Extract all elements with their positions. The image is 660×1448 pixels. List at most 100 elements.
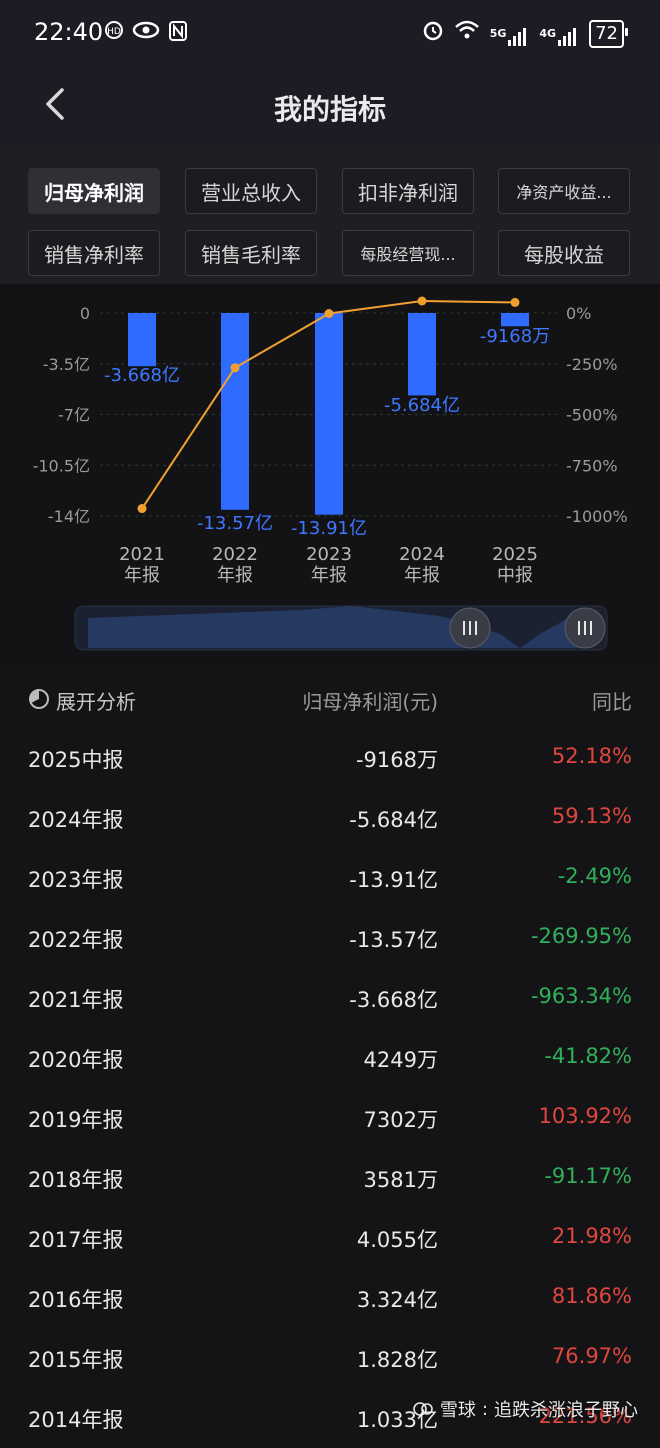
row-yoy: -2.49% [557, 864, 632, 888]
row-period: 2017年报 [28, 1228, 124, 1252]
tab-deducted-net-profit[interactable]: 扣非净利润 [342, 168, 474, 214]
tab-net-profit[interactable]: 归母净利润 [28, 168, 160, 214]
x-tick-year: 2024 [399, 544, 445, 565]
x-tick-year: 2023 [306, 544, 352, 565]
row-period: 2022年报 [28, 928, 124, 952]
pie-chart-icon[interactable] [28, 688, 50, 710]
status-left-icons: HD [104, 20, 188, 49]
table-row[interactable]: 2021年报 -3.668亿 -963.34% [0, 968, 660, 1028]
page-title: 我的指标 [273, 93, 386, 126]
net-profit-chart: 0 -3.5亿 -7亿 -10.5亿 -14亿 0% -250% -500% -750% -100… [33, 296, 628, 651]
row-yoy: -963.34% [530, 984, 632, 1008]
yoy-point [137, 504, 147, 514]
status-bar: 22:40 HD 5G 4G 72 [0, 0, 660, 64]
table-row[interactable]: 2024年报 -5.684亿 59.13% [0, 788, 660, 848]
y-right-tick-label: -250% [566, 355, 618, 374]
svg-text:HD: HD [107, 27, 121, 37]
value-column-header: 归母净利润(元) [302, 690, 438, 714]
bar-value-label: -13.57亿 [197, 513, 273, 534]
watermark-site: 雪球 [439, 1400, 476, 1421]
row-value: -13.91亿 [349, 868, 438, 892]
row-period: 2021年报 [28, 988, 124, 1012]
table-row[interactable]: 2017年报 4.055亿 21.98% [0, 1208, 660, 1268]
row-period: 2015年报 [28, 1348, 124, 1372]
row-yoy: 76.97% [551, 1344, 632, 1368]
row-yoy: 52.18% [551, 744, 632, 768]
tab-gross-margin[interactable]: 销售毛利率 [185, 230, 317, 276]
snowball-logo-icon [413, 1402, 433, 1416]
tab-total-revenue[interactable]: 营业总收入 [185, 168, 317, 214]
row-yoy: -269.95% [530, 924, 632, 948]
x-tick-type: 年报 [217, 565, 253, 586]
x-tick-year: 2025 [492, 544, 538, 565]
row-value: -9168万 [355, 748, 438, 772]
row-yoy: 59.13% [551, 804, 632, 828]
tab-net-margin[interactable]: 销售净利率 [28, 230, 160, 276]
y-left-tick-label: 0 [80, 304, 90, 323]
range-slider-overview [88, 606, 520, 648]
row-value: -3.668亿 [349, 988, 438, 1012]
watermark: 雪球 : 追跌杀涨浪子野心 [412, 1396, 638, 1422]
yoy-point [510, 297, 520, 307]
bar-value-label: -3.668亿 [104, 365, 180, 386]
analysis-header: 展开分析 归母净利润(元) 同比 [0, 674, 660, 724]
row-period: 2019年报 [28, 1108, 124, 1132]
bar-value-label: -9168万 [480, 326, 550, 347]
table-row[interactable]: 2015年报 1.828亿 76.97% [0, 1328, 660, 1388]
status-time: 22:40 [34, 18, 104, 46]
x-tick-type: 年报 [404, 565, 440, 586]
y-left-tick-label: -14亿 [48, 507, 90, 526]
row-period: 2018年报 [28, 1168, 124, 1192]
table-row[interactable]: 2023年报 -13.91亿 -2.49% [0, 848, 660, 908]
x-tick-year: 2022 [212, 544, 258, 565]
table-row[interactable]: 2019年报 7302万 103.92% [0, 1088, 660, 1148]
y-right-tick-label: -750% [566, 456, 618, 475]
battery-indicator: 72 [589, 19, 628, 48]
bar-value-label: -5.684亿 [384, 395, 460, 416]
row-yoy: -41.82% [544, 1044, 632, 1068]
x-tick-year: 2021 [119, 544, 165, 565]
alarm-icon [422, 19, 444, 48]
range-handle-left[interactable] [449, 607, 491, 649]
yoy-column-header: 同比 [592, 690, 632, 714]
metric-tabs: 归母净利润 营业总收入 扣非净利润 净资产收益... 销售净利率 销售毛利率 每… [0, 144, 660, 284]
yoy-point [417, 296, 427, 306]
bar [221, 313, 249, 510]
signal-5g-icon: 5G [490, 22, 530, 46]
row-yoy: 221.56% [538, 1404, 632, 1428]
row-period: 2014年报 [28, 1408, 124, 1432]
expand-analysis-button[interactable]: 展开分析 [56, 690, 136, 714]
y-right-tick-label: -500% [566, 406, 618, 425]
wifi-icon [454, 19, 480, 48]
table-row[interactable]: 2014年报 1.033亿 221.56% [0, 1388, 660, 1448]
x-tick-type: 年报 [124, 565, 160, 586]
table-row[interactable]: 2022年报 -13.57亿 -269.95% [0, 908, 660, 968]
chart-area: 0 -3.5亿 -7亿 -10.5亿 -14亿 0% -250% -500% -750% -100… [0, 284, 660, 664]
row-period: 2024年报 [28, 808, 124, 832]
table-row[interactable]: 2025中报 -9168万 52.18% [0, 728, 660, 788]
tab-operating-cashflow-per-share[interactable]: 每股经营现... [342, 230, 474, 276]
row-value: 3581万 [363, 1168, 438, 1192]
tab-roe[interactable]: 净资产收益... [498, 168, 630, 214]
yoy-point [230, 363, 240, 373]
history-table: 2025中报 -9168万 52.18% 2024年报 -5.684亿 59.13% 202… [0, 728, 660, 1448]
row-period: 2020年报 [28, 1048, 124, 1072]
nfc-icon [168, 20, 188, 49]
back-arrow-icon[interactable] [40, 86, 72, 122]
row-yoy: 21.98% [551, 1224, 632, 1248]
row-value: 4249万 [363, 1048, 438, 1072]
eye-icon [132, 20, 160, 49]
table-row[interactable]: 2020年报 4249万 -41.82% [0, 1028, 660, 1088]
tab-eps[interactable]: 每股收益 [498, 230, 630, 276]
bar [501, 313, 529, 327]
x-tick-type: 中报 [497, 565, 533, 586]
y-left-tick-label: -3.5亿 [43, 355, 90, 374]
row-period: 2016年报 [28, 1288, 124, 1312]
y-right-tick-label: 0% [566, 304, 591, 323]
table-row[interactable]: 2018年报 3581万 -91.17% [0, 1148, 660, 1208]
row-value: 1.828亿 [356, 1348, 438, 1372]
y-right-tick-label: -1000% [566, 507, 628, 526]
table-row[interactable]: 2016年报 3.324亿 81.86% [0, 1268, 660, 1328]
signal-4g-label: 4G [539, 26, 557, 40]
range-handle-right[interactable] [564, 607, 606, 649]
